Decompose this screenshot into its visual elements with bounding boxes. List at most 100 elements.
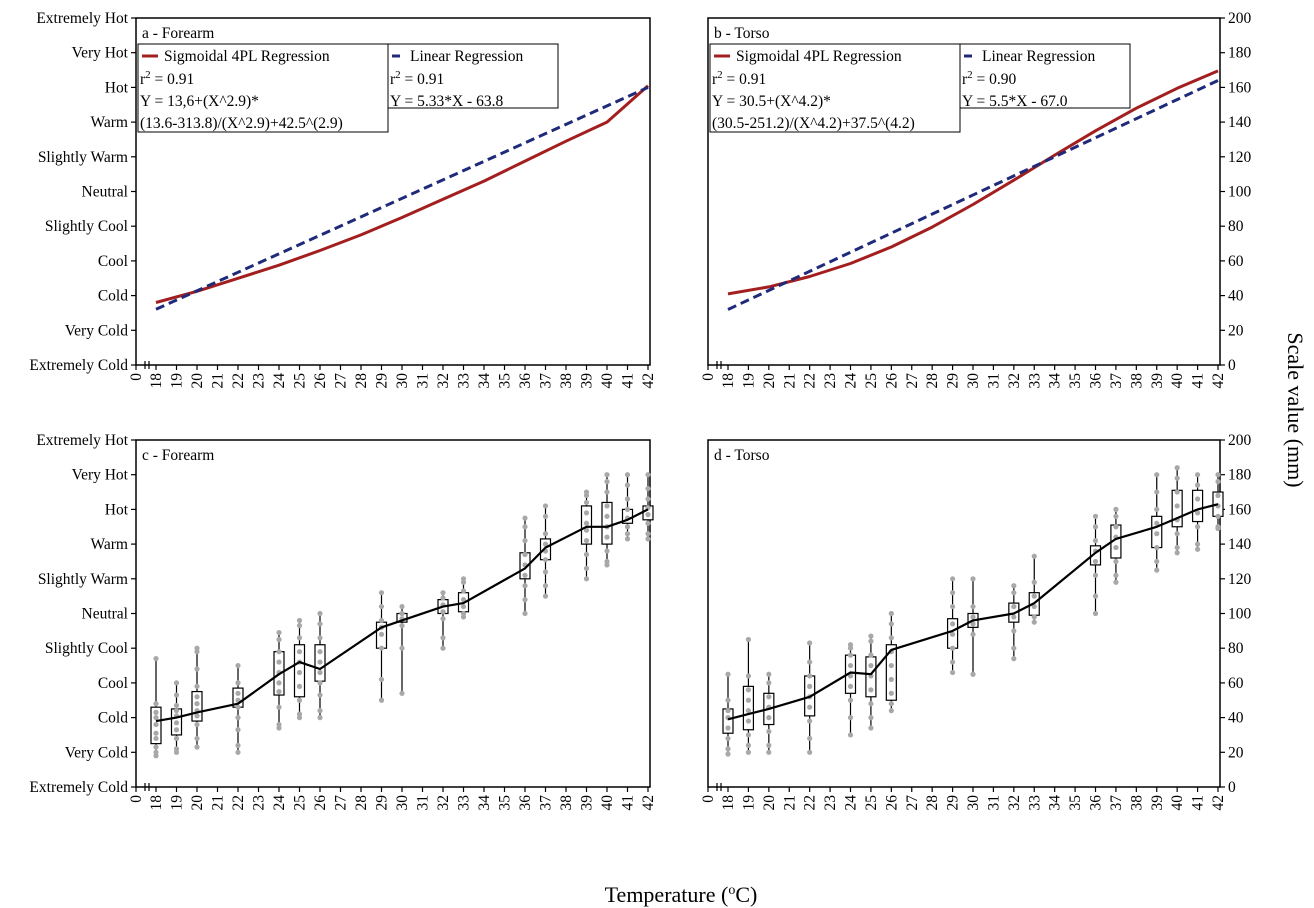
data-point (296, 649, 303, 655)
data-point (1194, 524, 1201, 530)
data-point (970, 603, 976, 610)
data-point (624, 472, 631, 478)
data-point (604, 489, 610, 495)
data-point (542, 503, 549, 509)
x-tick-label: 30 (965, 373, 982, 389)
x-tick-label: 26 (312, 373, 329, 389)
data-point (378, 676, 385, 683)
data-point (807, 673, 813, 679)
data-point (868, 652, 874, 658)
x-tick-label: 41 (1190, 795, 1207, 811)
x-tick-label: 21 (210, 373, 227, 389)
data-point (1174, 550, 1180, 556)
panel-label: a - Forearm (142, 25, 214, 42)
x-tick-label: 35 (497, 795, 514, 811)
x-tick-label: 33 (456, 373, 473, 389)
data-point (194, 694, 200, 700)
x-tick-label: 37 (1108, 373, 1125, 389)
data-point (296, 617, 303, 624)
y-tick-label: Cold (98, 288, 128, 305)
y-tick-label: 60 (1228, 675, 1244, 692)
x-tick-label: 22 (802, 373, 819, 389)
data-point (583, 489, 590, 495)
y-tick-label: Very Cold (65, 322, 129, 339)
data-point (725, 735, 731, 742)
data-point (745, 742, 752, 748)
data-point (1174, 531, 1180, 537)
data-point (807, 749, 813, 755)
data-point (522, 524, 528, 530)
data-point (153, 715, 159, 721)
linear-regression-line (727, 79, 1219, 311)
data-point (725, 746, 731, 752)
data-point (317, 659, 323, 665)
data-point (460, 603, 467, 610)
x-tick-label: 32 (435, 373, 452, 389)
data-point (766, 715, 772, 721)
data-point (460, 576, 467, 582)
x-tick-label: 29 (945, 373, 962, 389)
data-point (645, 531, 651, 537)
x-tick-label: 20 (189, 373, 206, 389)
data-point (583, 538, 590, 544)
y-tick-label: 20 (1228, 744, 1244, 761)
data-point (583, 565, 590, 571)
legend-linear-label: Linear Regression (982, 48, 1095, 65)
data-point (725, 708, 731, 714)
y-tick-label: Warm (91, 536, 129, 553)
data-point (1194, 496, 1201, 502)
data-point (317, 708, 323, 714)
data-point (194, 645, 200, 651)
data-point (173, 692, 180, 698)
legend-linear-r2: r2 = 0.90 (962, 69, 1017, 88)
data-point (745, 636, 752, 643)
x-tick-label: 35 (497, 373, 514, 389)
x-tick-label: 22 (230, 373, 247, 389)
data-point (847, 732, 854, 738)
data-point (440, 645, 446, 651)
x-tick-label: 38 (558, 373, 575, 389)
data-point (1215, 492, 1221, 499)
data-point (1113, 524, 1119, 530)
data-point (745, 697, 752, 703)
data-point (604, 513, 610, 519)
data-point (888, 635, 894, 641)
x-tick-label: 27 (333, 373, 350, 389)
data-point (542, 531, 549, 537)
y-tick-label: 80 (1228, 218, 1244, 235)
data-point (583, 520, 590, 526)
panels: Extremely Cold Very Cold Cold Cool Slightly … (29, 10, 1251, 811)
y-tick-label: Very Cold (65, 744, 129, 761)
median-trend-line (155, 508, 649, 723)
data-point (1154, 472, 1160, 478)
x-tick-label: 19 (740, 795, 757, 811)
x-tick-label: 0 (700, 373, 717, 381)
data-point (1092, 593, 1099, 599)
data-point (868, 638, 874, 644)
legend-sigmoid-eq-line1: Y = 30.5+(X^4.2)* (712, 93, 831, 110)
data-point (194, 744, 200, 750)
data-point (522, 538, 528, 544)
x-tick-label: 30 (394, 373, 411, 389)
x-tick-label: 21 (781, 373, 798, 389)
data-point (807, 683, 813, 689)
data-point (153, 730, 159, 736)
x-tick-label: 31 (415, 795, 432, 811)
data-point (745, 718, 752, 724)
y-tick-label: 200 (1228, 10, 1252, 27)
data-point (766, 728, 772, 735)
x-tick-label: 31 (985, 373, 1002, 389)
data-point (645, 472, 651, 478)
y-tick-label: 20 (1228, 322, 1244, 339)
data-point (296, 623, 303, 629)
data-point (868, 687, 874, 693)
data-point (317, 610, 323, 617)
legend-sigmoid-r2: r2 = 0.91 (712, 69, 766, 88)
y-tick-label: Hot (105, 79, 129, 96)
data-point (153, 701, 159, 707)
x-tick-label: 21 (781, 795, 798, 811)
data-point (1154, 544, 1160, 551)
x-tick-label: 25 (292, 373, 309, 389)
data-point (235, 742, 241, 748)
data-point (173, 720, 180, 726)
